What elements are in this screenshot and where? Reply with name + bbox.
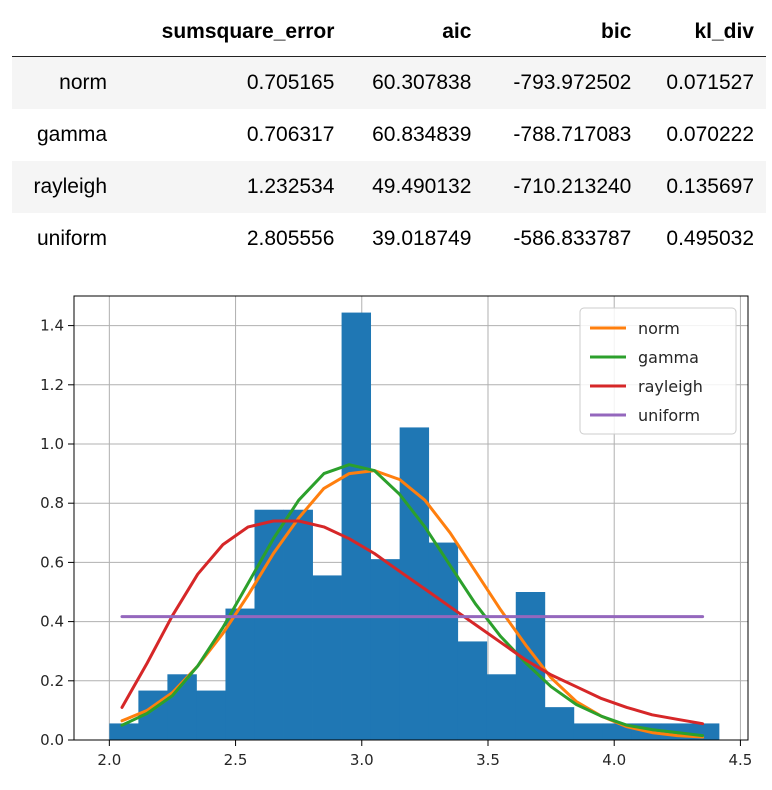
fit-lines	[120, 463, 705, 739]
table-row: gamma 0.706317 60.834839 -788.717083 0.0…	[12, 109, 766, 161]
x-tick-label: 4.0	[602, 751, 626, 769]
legend-label-norm: norm	[638, 319, 680, 338]
histogram-bar	[312, 575, 342, 740]
table-cell: 1.232534	[246, 175, 335, 198]
row-label: uniform	[36, 227, 107, 250]
histogram-bar	[225, 608, 255, 740]
table-cell: 0.706317	[246, 123, 335, 146]
table-cell: 49.490132	[372, 175, 472, 198]
x-tick-label: 2.5	[224, 751, 248, 769]
histogram-bar	[486, 674, 517, 740]
table-cell: -710.213240	[513, 175, 632, 198]
distribution-chart: 2.0 2.5 3.0 3.5 4.0 4.5 0.0 0.2 0.4 0.6 0.8 1.0 1.2 1…	[40, 295, 752, 769]
series-line-gamma	[120, 463, 705, 738]
legend-label-rayleigh: rayleigh	[638, 377, 703, 396]
header-cell-sumsquare-error: sumsquare_error	[161, 20, 335, 43]
row-label: norm	[59, 71, 107, 94]
y-tick-label: 0.2	[40, 672, 64, 690]
table-cell: 60.307838	[372, 71, 472, 94]
series-line-rayleigh	[120, 519, 705, 726]
y-tick-label: 0.6	[40, 553, 64, 571]
x-tick-label: 4.5	[728, 751, 752, 769]
histogram-bar	[109, 723, 139, 740]
y-tick-label: 1.2	[40, 376, 64, 394]
legend-box	[579, 307, 737, 435]
row-label: gamma	[36, 123, 107, 146]
header-cell-kl-div: kl_div	[694, 20, 754, 43]
table-cell: 0.495032	[666, 227, 754, 250]
x-tick-label: 3.5	[476, 751, 500, 769]
x-tick-label: 3.0	[350, 751, 374, 769]
stats-table: sumsquare_error aic bic kl_div norm 0.70…	[12, 8, 766, 265]
histogram-bar	[428, 542, 459, 740]
table-row: norm 0.705165 60.307838 -793.972502 0.07…	[12, 56, 766, 109]
table-row: rayleigh 1.232534 49.490132 -710.213240 …	[12, 161, 766, 213]
legend-label-gamma: gamma	[638, 348, 699, 367]
table-cell: 39.018749	[372, 227, 472, 250]
histogram-bar	[399, 427, 430, 740]
table-cell: 0.070222	[666, 123, 754, 146]
legend-label-uniform: uniform	[638, 406, 700, 425]
row-label: rayleigh	[33, 175, 107, 198]
table-cell: 2.805556	[246, 227, 335, 250]
header-cell-aic: aic	[442, 20, 472, 43]
table-cell: 0.135697	[666, 175, 754, 198]
y-tick-label: 1.0	[40, 435, 64, 453]
histogram-bar	[602, 723, 633, 740]
histogram-bar	[573, 723, 604, 740]
histogram-bar	[341, 312, 372, 740]
header-cell-bic: bic	[601, 20, 632, 43]
table-cell: -788.717083	[513, 123, 632, 146]
table-cell: 0.705165	[246, 71, 335, 94]
table-header-row: sumsquare_error aic bic kl_div	[12, 8, 766, 57]
table-cell: 60.834839	[372, 123, 472, 146]
histogram-bar	[283, 509, 313, 740]
header-cell-index	[12, 8, 119, 57]
table-cell: -793.972502	[513, 71, 632, 94]
table-cell: 0.071527	[666, 71, 754, 94]
plot-frame	[73, 295, 749, 741]
table-cell: -586.833787	[513, 227, 632, 250]
y-tick-label: 1.4	[40, 317, 64, 335]
table-row: uniform 2.805556 39.018749 -586.833787 0…	[12, 213, 766, 265]
histogram-bar	[196, 690, 226, 740]
legend: norm gamma rayleigh uniform	[579, 307, 737, 435]
y-tick-label: 0.4	[40, 613, 64, 631]
axis-ticks: 2.0 2.5 3.0 3.5 4.0 4.5 0.0 0.2 0.4 0.6 0.8 1.0 1.2 1…	[40, 317, 752, 769]
histogram-bar	[370, 559, 401, 740]
histogram-bar	[457, 641, 488, 740]
y-tick-label: 0.0	[40, 731, 64, 749]
x-tick-label: 2.0	[97, 751, 121, 769]
histogram-bar	[544, 707, 575, 740]
y-tick-label: 0.8	[40, 494, 64, 512]
